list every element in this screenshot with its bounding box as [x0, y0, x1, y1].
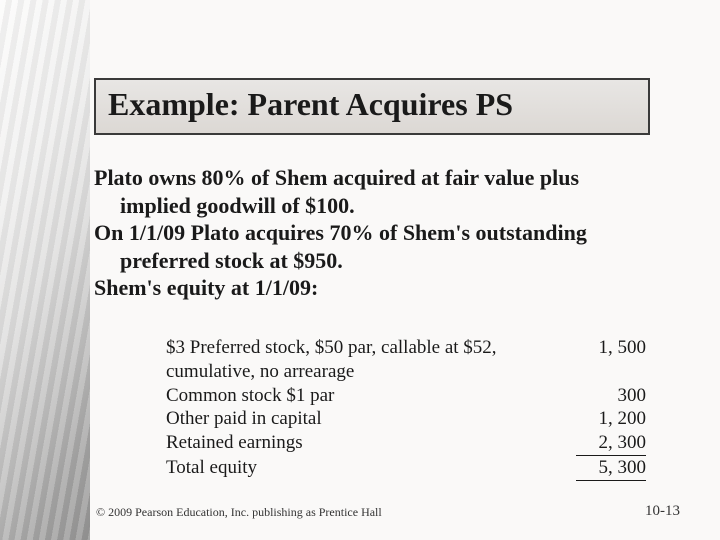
footer-copyright: © 2009 Pearson Education, Inc. publishin… — [96, 505, 382, 520]
equity-label: Total equity — [166, 456, 576, 481]
body-line-1: Plato owns 80% of Shem acquired at fair … — [94, 164, 654, 219]
equity-value: 300 — [576, 384, 646, 408]
body-line-3: Shem's equity at 1/1/09: — [94, 274, 654, 302]
equity-value: 1, 200 — [576, 407, 646, 431]
table-row: Other paid in capital 1, 200 — [166, 407, 646, 431]
footer-page-number: 10-13 — [645, 503, 680, 520]
body-line-2: On 1/1/09 Plato acquires 70% of Shem's o… — [94, 219, 654, 274]
equity-table: $3 Preferred stock, $50 par, callable at… — [166, 336, 646, 481]
decorative-building-bg — [0, 0, 90, 540]
body-text: Plato owns 80% of Shem acquired at fair … — [94, 164, 654, 302]
table-row: Retained earnings 2, 300 — [166, 431, 646, 456]
equity-label: $3 Preferred stock, $50 par, callable at… — [166, 336, 576, 384]
table-row: Common stock $1 par 300 — [166, 384, 646, 408]
equity-label: Other paid in capital — [166, 407, 576, 431]
table-row: Total equity 5, 300 — [166, 456, 646, 481]
equity-label: Common stock $1 par — [166, 384, 576, 408]
equity-label: Retained earnings — [166, 431, 576, 456]
equity-value: 2, 300 — [576, 431, 646, 456]
title-container: Example: Parent Acquires PS — [94, 78, 650, 135]
equity-value: 1, 500 — [576, 336, 646, 384]
slide-title: Example: Parent Acquires PS — [108, 86, 636, 123]
equity-value: 5, 300 — [576, 456, 646, 481]
table-row: $3 Preferred stock, $50 par, callable at… — [166, 336, 646, 384]
